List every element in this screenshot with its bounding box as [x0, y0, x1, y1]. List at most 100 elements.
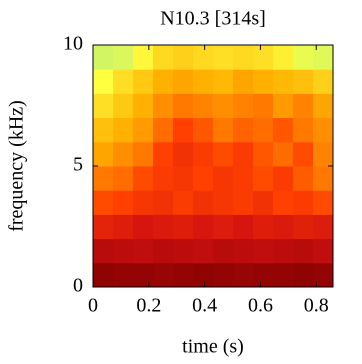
- heatmap-cell: [213, 93, 234, 119]
- heatmap-cell: [133, 190, 154, 215]
- heatmap-cell: [133, 262, 154, 288]
- heatmap-cell: [133, 117, 154, 143]
- heatmap-cell: [113, 238, 134, 264]
- heatmap-cell: [233, 141, 254, 167]
- heatmap-cell: [113, 190, 134, 215]
- heatmap-cell: [93, 166, 114, 191]
- heatmap-cell: [313, 45, 334, 70]
- y-tick-label: 0: [73, 275, 83, 297]
- heatmap-cell: [313, 141, 334, 167]
- heatmap-cell: [253, 262, 274, 288]
- heatmap-cell: [213, 262, 234, 288]
- heatmap-cell: [153, 69, 174, 94]
- heatmap-cell: [193, 214, 214, 240]
- heatmap-cell: [213, 141, 234, 167]
- heatmap-cell: [273, 262, 294, 288]
- x-tick-label: 0.8: [304, 295, 329, 317]
- heatmap-cell: [313, 166, 334, 191]
- heatmap-cell: [273, 190, 294, 215]
- heatmap-cell: [113, 45, 134, 70]
- heatmap-cell: [253, 141, 274, 167]
- heatmap-cell: [113, 262, 134, 288]
- heatmap-cell: [293, 93, 314, 119]
- heatmap-cell: [133, 93, 154, 119]
- y-axis-label: frequency (kHz): [6, 100, 28, 232]
- heatmap-cell: [273, 69, 294, 94]
- heatmap-cell: [233, 190, 254, 215]
- heatmap-cell: [133, 166, 154, 191]
- heatmap-cell: [273, 238, 294, 264]
- x-tick-label: 0.2: [136, 295, 161, 317]
- heatmap-cell: [213, 45, 234, 70]
- heatmap-cell: [93, 262, 114, 288]
- heatmap-cell: [313, 214, 334, 240]
- heatmap-cell: [313, 93, 334, 119]
- heatmap-cell: [113, 214, 134, 240]
- heatmap-cell: [153, 117, 174, 143]
- heatmap-cell: [273, 214, 294, 240]
- heatmap-cell: [273, 93, 294, 119]
- heatmap-cell: [213, 190, 234, 215]
- heatmap-cell: [93, 190, 114, 215]
- x-tick-label: 0.4: [192, 295, 217, 317]
- heatmap-cell: [193, 262, 214, 288]
- heatmap-cell: [253, 238, 274, 264]
- heatmap-cell: [173, 214, 194, 240]
- heatmap-cell: [153, 238, 174, 264]
- heatmap-cell: [233, 69, 254, 94]
- heatmap-cell: [173, 238, 194, 264]
- heatmap-cell: [253, 117, 274, 143]
- heatmap-cell: [193, 69, 214, 94]
- heatmap-cell: [193, 45, 214, 70]
- heatmap-cell: [133, 69, 154, 94]
- heatmap-cell: [293, 262, 314, 288]
- heatmap-cell: [233, 214, 254, 240]
- heatmap-cell: [153, 45, 174, 70]
- heatmap-cell: [193, 117, 214, 143]
- heatmap-cell: [293, 166, 314, 191]
- heatmap-cell: [133, 238, 154, 264]
- heatmap-cell: [293, 238, 314, 264]
- heatmap-cell: [113, 69, 134, 94]
- heatmap-cell: [93, 45, 114, 70]
- heatmap-cell: [253, 214, 274, 240]
- heatmap-cell: [213, 166, 234, 191]
- heatmap-cell: [133, 214, 154, 240]
- chart-title: N10.3 [314s]: [160, 8, 266, 30]
- heatmap-cell: [213, 117, 234, 143]
- y-tick-label: 10: [63, 33, 83, 55]
- heatmap-cell: [93, 141, 114, 167]
- heatmap-cell: [173, 166, 194, 191]
- heatmap-cell: [253, 93, 274, 119]
- heatmap-cell: [313, 190, 334, 215]
- heatmap-cell: [293, 69, 314, 94]
- heatmap-cell: [153, 166, 174, 191]
- heatmap-cell: [113, 166, 134, 191]
- heatmap-cell: [273, 166, 294, 191]
- heatmap-cell: [273, 117, 294, 143]
- heatmap-cell: [273, 141, 294, 167]
- heatmap-cell: [253, 166, 274, 191]
- heatmap-cell: [193, 190, 214, 215]
- heatmap-cell: [173, 93, 194, 119]
- heatmap-cell: [173, 141, 194, 167]
- heatmap-cell: [313, 117, 334, 143]
- x-axis-label: time (s): [182, 336, 244, 358]
- y-tick-label: 5: [73, 154, 83, 176]
- heatmap-cell: [93, 214, 114, 240]
- x-tick-label: 0.6: [248, 295, 273, 317]
- heatmap-cell: [193, 166, 214, 191]
- heatmap-cell: [233, 117, 254, 143]
- heatmap-cell: [213, 214, 234, 240]
- heatmap-cell: [173, 190, 194, 215]
- x-tick-label: 0: [88, 295, 98, 317]
- heatmap-cell: [133, 141, 154, 167]
- heatmap-cell: [93, 69, 114, 94]
- heatmap-cell: [193, 141, 214, 167]
- heatmap-cell: [233, 262, 254, 288]
- heatmap-cell: [293, 214, 314, 240]
- heatmap-cell: [153, 141, 174, 167]
- heatmap-cell: [233, 93, 254, 119]
- heatmap-cell: [273, 45, 294, 70]
